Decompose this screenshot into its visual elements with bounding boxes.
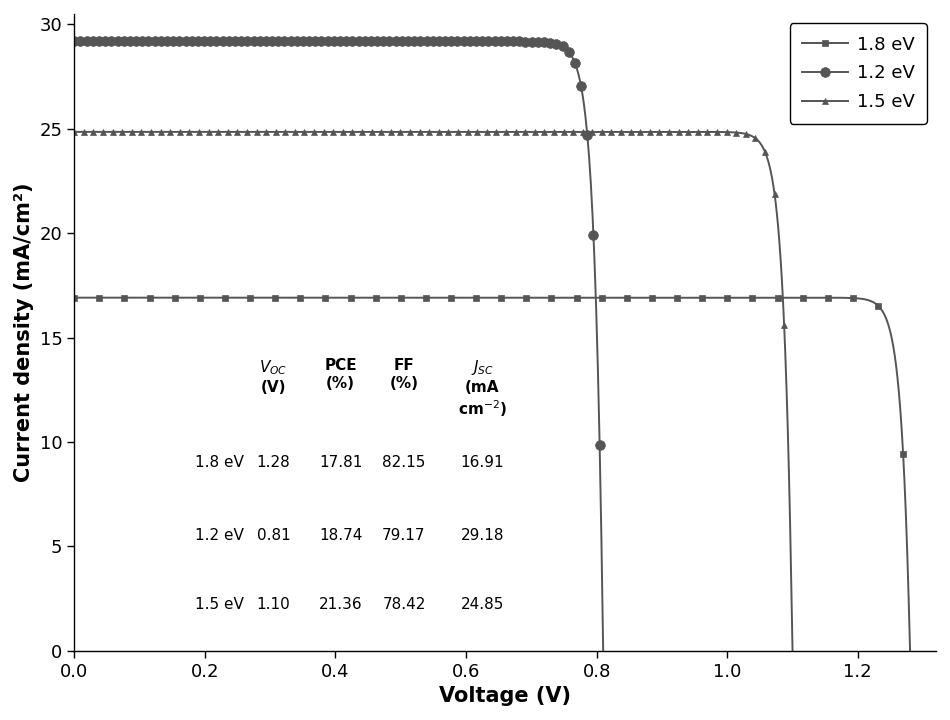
Text: $J_{SC}$
(mA
cm$^{-2}$): $J_{SC}$ (mA cm$^{-2}$) [458,359,506,419]
Text: 1.8 eV: 1.8 eV [195,455,244,470]
Text: 1.2 eV: 1.2 eV [195,528,244,544]
Text: 21.36: 21.36 [319,598,363,612]
1.2 eV [598,647,609,655]
Line: 1.2 eV: 1.2 eV [69,37,608,656]
1.2 eV [308,37,319,46]
1.8 eV [446,293,458,302]
Text: 18.74: 18.74 [319,528,362,544]
Text: FF
(%): FF (%) [390,359,419,391]
1.2 eV [380,37,391,46]
Text: 82.15: 82.15 [382,455,426,470]
1.2 eV [204,37,216,46]
1.5 eV [548,127,560,136]
1.2 eV [162,37,174,46]
Line: 1.8 eV: 1.8 eV [71,294,914,654]
1.5 eV [609,127,620,136]
1.8 eV [904,647,916,655]
Line: 1.5 eV: 1.5 eV [71,128,796,654]
Text: $V_{OC}$
(V): $V_{OC}$ (V) [259,359,288,395]
1.2 eV [466,37,478,46]
1.2 eV [68,37,80,46]
1.8 eV [68,293,80,302]
Text: 79.17: 79.17 [382,528,426,544]
Text: 24.85: 24.85 [461,598,504,612]
1.5 eV [393,127,405,136]
1.5 eV [196,127,207,136]
1.5 eV [68,127,80,136]
Text: 17.81: 17.81 [319,455,362,470]
Legend: 1.8 eV, 1.2 eV, 1.5 eV: 1.8 eV, 1.2 eV, 1.5 eV [789,23,927,124]
Y-axis label: Current density (mA/cm²): Current density (mA/cm²) [14,183,34,482]
Text: 29.18: 29.18 [461,528,504,544]
1.8 eV [698,293,710,302]
Text: 1.10: 1.10 [256,598,291,612]
1.2 eV [422,37,433,46]
Text: 1.28: 1.28 [256,455,291,470]
Text: 16.91: 16.91 [461,455,504,470]
Text: 1.5 eV: 1.5 eV [195,598,244,612]
1.8 eV [217,293,228,302]
Text: 78.42: 78.42 [382,598,426,612]
1.8 eV [283,293,294,302]
1.8 eV [627,293,638,302]
1.5 eV [254,127,265,136]
1.5 eV [787,647,798,655]
Text: PCE
(%): PCE (%) [324,359,357,391]
1.8 eV [561,293,573,302]
Text: 0.81: 0.81 [256,528,291,544]
1.5 eV [492,127,504,136]
X-axis label: Voltage (V): Voltage (V) [439,686,571,706]
